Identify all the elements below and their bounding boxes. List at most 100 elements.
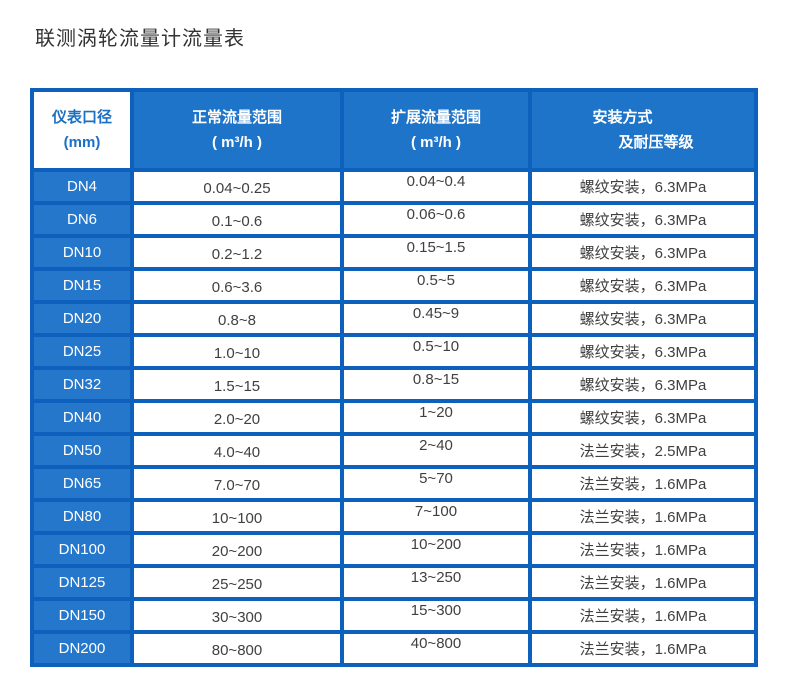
header-extended-range: 扩展流量范围 ( m³/h ) [344, 92, 528, 168]
dn-cell-text: DN4 [66, 178, 97, 195]
normal-range-cell: 1.0~10 [134, 337, 340, 366]
normal-range-cell-text: 0.8~8 [218, 312, 256, 329]
header-install-line2: 及耐压等级 [618, 134, 694, 151]
normal-range-cell: 0.1~0.6 [134, 205, 340, 234]
header-diameter-line1: 仪表口径 [51, 109, 112, 126]
dn-cell: DN25 [34, 337, 130, 366]
dn-cell-text: DN100 [58, 541, 106, 558]
dn-cell: DN50 [34, 436, 130, 465]
extended-range-cell-text: 0.5~10 [412, 338, 460, 355]
extended-range-cell-text: 10~200 [410, 536, 462, 553]
dn-cell-text: DN150 [58, 607, 106, 624]
table-header: 仪表口径 (mm) 正常流量范围 ( m³/h ) 扩展流量范围 ( m³/h … [34, 92, 754, 168]
dn-cell: DN100 [34, 535, 130, 564]
normal-range-cell-text: 80~800 [211, 642, 263, 659]
extended-range-cell-text: 40~800 [410, 635, 462, 652]
normal-range-cell-text: 20~200 [211, 543, 263, 560]
table-row: DN40 2.0~20 1~20 螺纹安装，6.3MPa [34, 403, 754, 432]
table-body: DN4 0.04~0.25 0.04~0.4 螺纹安装，6.3MPa DN6 0.1~0.… [34, 172, 754, 663]
dn-cell-text: DN200 [58, 640, 106, 657]
page-title: 联测涡轮流量计流量表 [35, 28, 245, 50]
install-cell: 螺纹安装，6.3MPa [532, 172, 754, 201]
install-cell: 法兰安装，1.6MPa [532, 568, 754, 597]
extended-range-cell: 0.5~5 [344, 271, 528, 300]
install-cell-text: 法兰安装，1.6MPa [579, 476, 707, 493]
dn-cell-text: DN80 [62, 508, 102, 525]
install-cell-text: 螺纹安装，6.3MPa [579, 179, 707, 196]
dn-cell-text: DN65 [62, 475, 102, 492]
dn-cell: DN15 [34, 271, 130, 300]
dn-cell-text: DN25 [62, 343, 102, 360]
flow-rate-table: 仪表口径 (mm) 正常流量范围 ( m³/h ) 扩展流量范围 ( m³/h … [30, 88, 758, 667]
header-diameter-line2: (mm) [63, 134, 101, 151]
extended-range-cell-text: 0.5~5 [417, 272, 455, 289]
extended-range-cell-text: 1~20 [419, 404, 453, 421]
install-cell: 法兰安装，1.6MPa [532, 601, 754, 630]
normal-range-cell-text: 30~300 [211, 609, 263, 626]
header-normal-range-line1: 正常流量范围 [191, 109, 282, 126]
install-cell-text: 螺纹安装，6.3MPa [579, 410, 707, 427]
install-cell-text: 螺纹安装，6.3MPa [579, 212, 707, 229]
dn-cell-text: DN32 [62, 376, 102, 393]
normal-range-cell: 20~200 [134, 535, 340, 564]
header-normal-range-line2: ( m³/h ) [212, 134, 262, 151]
dn-cell: DN200 [34, 634, 130, 663]
extended-range-cell-text: 2~40 [419, 437, 453, 454]
table-row: DN10 0.2~1.2 0.15~1.5 螺纹安装，6.3MPa [34, 238, 754, 267]
install-cell-text: 螺纹安装，6.3MPa [579, 311, 707, 328]
extended-range-cell: 40~800 [344, 634, 528, 663]
normal-range-cell: 4.0~40 [134, 436, 340, 465]
normal-range-cell-text: 10~100 [211, 510, 263, 527]
table-row: DN50 4.0~40 2~40 法兰安装，2.5MPa [34, 436, 754, 465]
dn-cell: DN10 [34, 238, 130, 267]
extended-range-cell-text: 0.8~15 [412, 371, 460, 388]
dn-cell: DN65 [34, 469, 130, 498]
header-install-block: 安装方式 及耐压等级 [592, 105, 693, 155]
header-install: 安装方式 及耐压等级 [532, 92, 754, 168]
dn-cell: DN125 [34, 568, 130, 597]
dn-cell-text: DN20 [62, 310, 102, 327]
dn-cell: DN4 [34, 172, 130, 201]
normal-range-cell: 7.0~70 [134, 469, 340, 498]
normal-range-cell-text: 25~250 [211, 576, 263, 593]
normal-range-cell: 0.2~1.2 [134, 238, 340, 267]
normal-range-cell: 0.8~8 [134, 304, 340, 333]
normal-range-cell: 80~800 [134, 634, 340, 663]
header-diameter: 仪表口径 (mm) [34, 92, 130, 168]
table-row: DN15 0.6~3.6 0.5~5 螺纹安装，6.3MPa [34, 271, 754, 300]
extended-range-cell: 5~70 [344, 469, 528, 498]
extended-range-cell: 1~20 [344, 403, 528, 432]
extended-range-cell-text: 0.45~9 [412, 305, 460, 322]
extended-range-cell: 0.8~15 [344, 370, 528, 399]
install-cell-text: 法兰安装，1.6MPa [579, 608, 707, 625]
dn-cell-text: DN50 [62, 442, 102, 459]
normal-range-cell-text: 1.5~15 [213, 378, 261, 395]
extended-range-cell: 13~250 [344, 568, 528, 597]
install-cell: 螺纹安装，6.3MPa [532, 205, 754, 234]
dn-cell-text: DN40 [62, 409, 102, 426]
install-cell-text: 法兰安装，1.6MPa [579, 641, 707, 658]
install-cell: 法兰安装，2.5MPa [532, 436, 754, 465]
table-row: DN65 7.0~70 5~70 法兰安装，1.6MPa [34, 469, 754, 498]
install-cell-text: 螺纹安装，6.3MPa [579, 344, 707, 361]
install-cell: 螺纹安装，6.3MPa [532, 271, 754, 300]
table-row: DN125 25~250 13~250 法兰安装，1.6MPa [34, 568, 754, 597]
extended-range-cell: 2~40 [344, 436, 528, 465]
table-row: DN80 10~100 7~100 法兰安装，1.6MPa [34, 502, 754, 531]
table-row: DN4 0.04~0.25 0.04~0.4 螺纹安装，6.3MPa [34, 172, 754, 201]
install-cell: 螺纹安装，6.3MPa [532, 370, 754, 399]
dn-cell: DN40 [34, 403, 130, 432]
install-cell: 螺纹安装，6.3MPa [532, 304, 754, 333]
normal-range-cell-text: 0.2~1.2 [211, 246, 263, 263]
dn-cell: DN80 [34, 502, 130, 531]
normal-range-cell-text: 0.1~0.6 [211, 213, 263, 230]
extended-range-cell: 0.5~10 [344, 337, 528, 366]
extended-range-cell: 0.06~0.6 [344, 205, 528, 234]
extended-range-cell: 7~100 [344, 502, 528, 531]
extended-range-cell-text: 0.06~0.6 [406, 206, 466, 223]
extended-range-cell-text: 5~70 [419, 470, 453, 487]
install-cell: 法兰安装，1.6MPa [532, 634, 754, 663]
extended-range-cell-text: 0.15~1.5 [406, 239, 466, 256]
install-cell: 法兰安装，1.6MPa [532, 469, 754, 498]
